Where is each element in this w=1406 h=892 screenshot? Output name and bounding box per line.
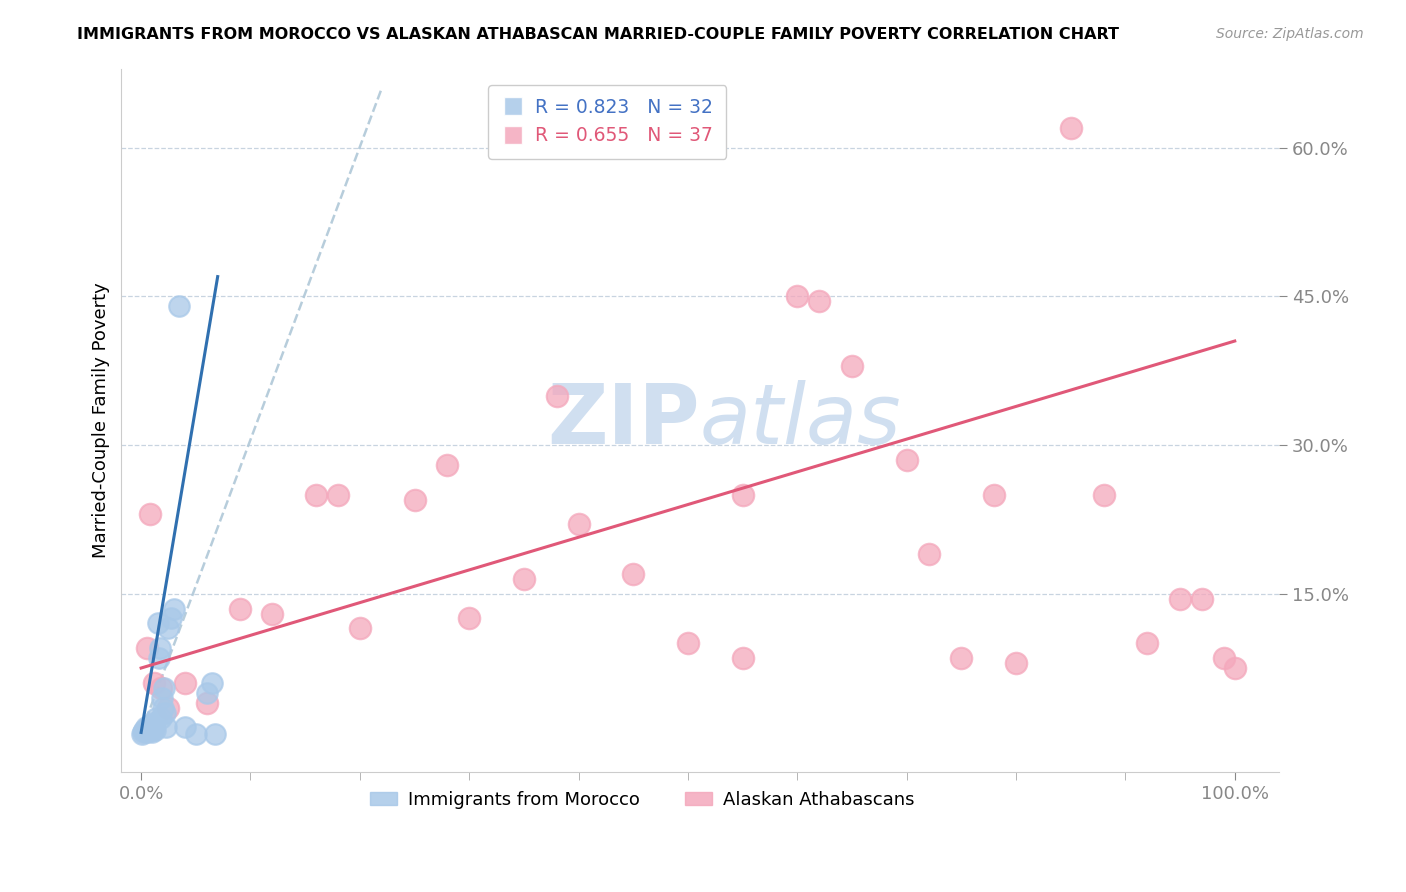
Point [173, 676, 195, 690]
Point [145, 710, 167, 724]
Point [228, 601, 250, 615]
Point [155, 721, 177, 735]
Point [513, 572, 536, 586]
Point [1005, 656, 1028, 670]
Point [262, 607, 284, 621]
Point [131, 727, 153, 741]
Point [950, 651, 973, 665]
Point [568, 517, 591, 532]
Point [134, 721, 156, 735]
Point [808, 294, 831, 309]
Point [786, 289, 808, 303]
Point [141, 725, 163, 739]
Point [153, 706, 176, 720]
Point [1060, 120, 1083, 135]
Legend: Immigrants from Morocco, Alaskan Athabascans: Immigrants from Morocco, Alaskan Athabas… [363, 783, 921, 816]
Point [731, 651, 754, 665]
Point [731, 488, 754, 502]
Point [204, 727, 226, 741]
Point [349, 621, 371, 635]
Point [153, 681, 176, 695]
Point [134, 723, 156, 738]
Point [149, 641, 172, 656]
Point [146, 616, 169, 631]
Point [676, 636, 699, 650]
Point [404, 492, 426, 507]
Point [143, 721, 166, 735]
Point [149, 681, 172, 695]
Point [195, 696, 218, 710]
Text: atlas: atlas [700, 380, 901, 461]
Point [157, 700, 180, 714]
Point [1092, 488, 1115, 502]
Point [159, 611, 181, 625]
Point [142, 715, 165, 730]
Point [139, 717, 162, 731]
Point [896, 453, 918, 467]
Point [841, 359, 863, 373]
Point [436, 458, 458, 472]
Point [139, 508, 162, 522]
Point [149, 710, 172, 724]
Point [1136, 636, 1159, 650]
Point [163, 601, 186, 615]
Point [148, 651, 170, 665]
Point [169, 299, 191, 313]
Point [201, 676, 224, 690]
Point [983, 488, 1005, 502]
Point [917, 547, 939, 561]
Point [135, 641, 157, 656]
Point [138, 721, 160, 735]
Point [326, 488, 349, 502]
Point [173, 721, 195, 735]
Text: Source: ZipAtlas.com: Source: ZipAtlas.com [1216, 27, 1364, 41]
Y-axis label: Married-Couple Family Poverty: Married-Couple Family Poverty [93, 283, 110, 558]
Point [184, 727, 207, 741]
Point [305, 488, 328, 502]
Point [152, 700, 174, 714]
Point [1223, 661, 1246, 675]
Point [135, 725, 157, 739]
Point [143, 676, 166, 690]
Point [136, 723, 159, 738]
Text: IMMIGRANTS FROM MOROCCO VS ALASKAN ATHABASCAN MARRIED-COUPLE FAMILY POVERTY CORR: IMMIGRANTS FROM MOROCCO VS ALASKAN ATHAB… [77, 27, 1119, 42]
Point [458, 611, 481, 625]
Point [1212, 651, 1234, 665]
Point [157, 621, 180, 635]
Point [546, 388, 568, 402]
Point [139, 723, 162, 738]
Point [195, 686, 218, 700]
Point [150, 690, 173, 705]
Point [143, 723, 166, 738]
Point [1191, 591, 1213, 606]
Point [1168, 591, 1191, 606]
Point [132, 725, 155, 739]
Point [621, 566, 644, 581]
Text: ZIP: ZIP [547, 380, 700, 461]
